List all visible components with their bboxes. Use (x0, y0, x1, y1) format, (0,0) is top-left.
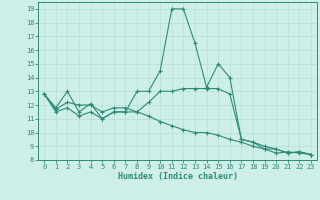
X-axis label: Humidex (Indice chaleur): Humidex (Indice chaleur) (118, 172, 238, 181)
